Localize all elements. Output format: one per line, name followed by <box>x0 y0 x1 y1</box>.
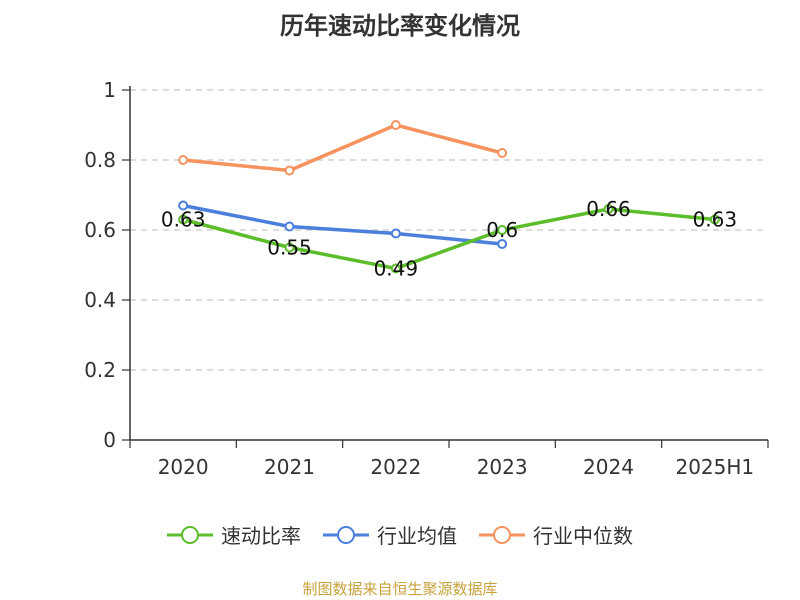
x-tick-label: 2020 <box>158 455 209 479</box>
data-point <box>603 204 614 214</box>
legend-swatch-industry-median <box>479 525 525 544</box>
data-source-note: 制图数据来自恒生聚源数据库 <box>302 580 498 598</box>
legend-item-industry-mean[interactable]: 行业均值 <box>323 520 457 549</box>
data-label: 0.55 <box>267 236 312 260</box>
data-point <box>390 120 401 130</box>
data-label: 0.66 <box>586 197 631 221</box>
x-tick-label: 2025H1 <box>675 455 754 479</box>
legend-label-quick-ratio: 速动比率 <box>221 524 301 548</box>
x-tick-label: 2022 <box>370 455 421 479</box>
y-tick-label: 0.4 <box>84 288 116 312</box>
data-point <box>178 214 189 225</box>
data-point <box>178 155 189 165</box>
legend: 速动比率 行业均值 行业中位数 <box>0 520 800 549</box>
x-tick-label: 2021 <box>264 455 315 479</box>
data-label: 0.63 <box>693 208 738 232</box>
y-tick-label: 0.6 <box>84 218 116 242</box>
y-tick-label: 1 <box>103 78 116 102</box>
series-line-2 <box>182 123 503 173</box>
data-point <box>178 200 189 211</box>
y-tick-label: 0.8 <box>84 148 116 172</box>
data-point <box>284 221 295 232</box>
legend-swatch-quick-ratio <box>167 525 213 544</box>
legend-swatch-industry-mean <box>323 525 369 544</box>
data-point <box>284 165 295 176</box>
data-label: 0.6 <box>486 218 518 242</box>
series-line-0 <box>182 207 716 271</box>
x-tick-label: 2023 <box>477 455 528 479</box>
y-tick-label: 0.2 <box>84 358 116 382</box>
data-point <box>497 239 508 249</box>
data-point <box>709 214 720 225</box>
x-tick-label: 2024 <box>583 455 634 479</box>
data-point <box>390 263 401 274</box>
y-tick-label: 0 <box>103 428 116 452</box>
series-line-1 <box>182 203 503 246</box>
legend-label-industry-median: 行业中位数 <box>533 524 633 548</box>
data-point <box>497 148 508 158</box>
data-point <box>390 228 401 239</box>
data-point <box>284 242 295 253</box>
data-label: 0.49 <box>374 257 419 281</box>
legend-item-quick-ratio[interactable]: 速动比率 <box>167 520 301 549</box>
legend-label-industry-mean: 行业均值 <box>377 524 457 548</box>
legend-item-industry-median[interactable]: 行业中位数 <box>479 520 633 549</box>
chart-title: 历年速动比率变化情况 <box>280 12 520 40</box>
data-point <box>497 225 508 235</box>
data-label: 0.63 <box>161 208 206 232</box>
